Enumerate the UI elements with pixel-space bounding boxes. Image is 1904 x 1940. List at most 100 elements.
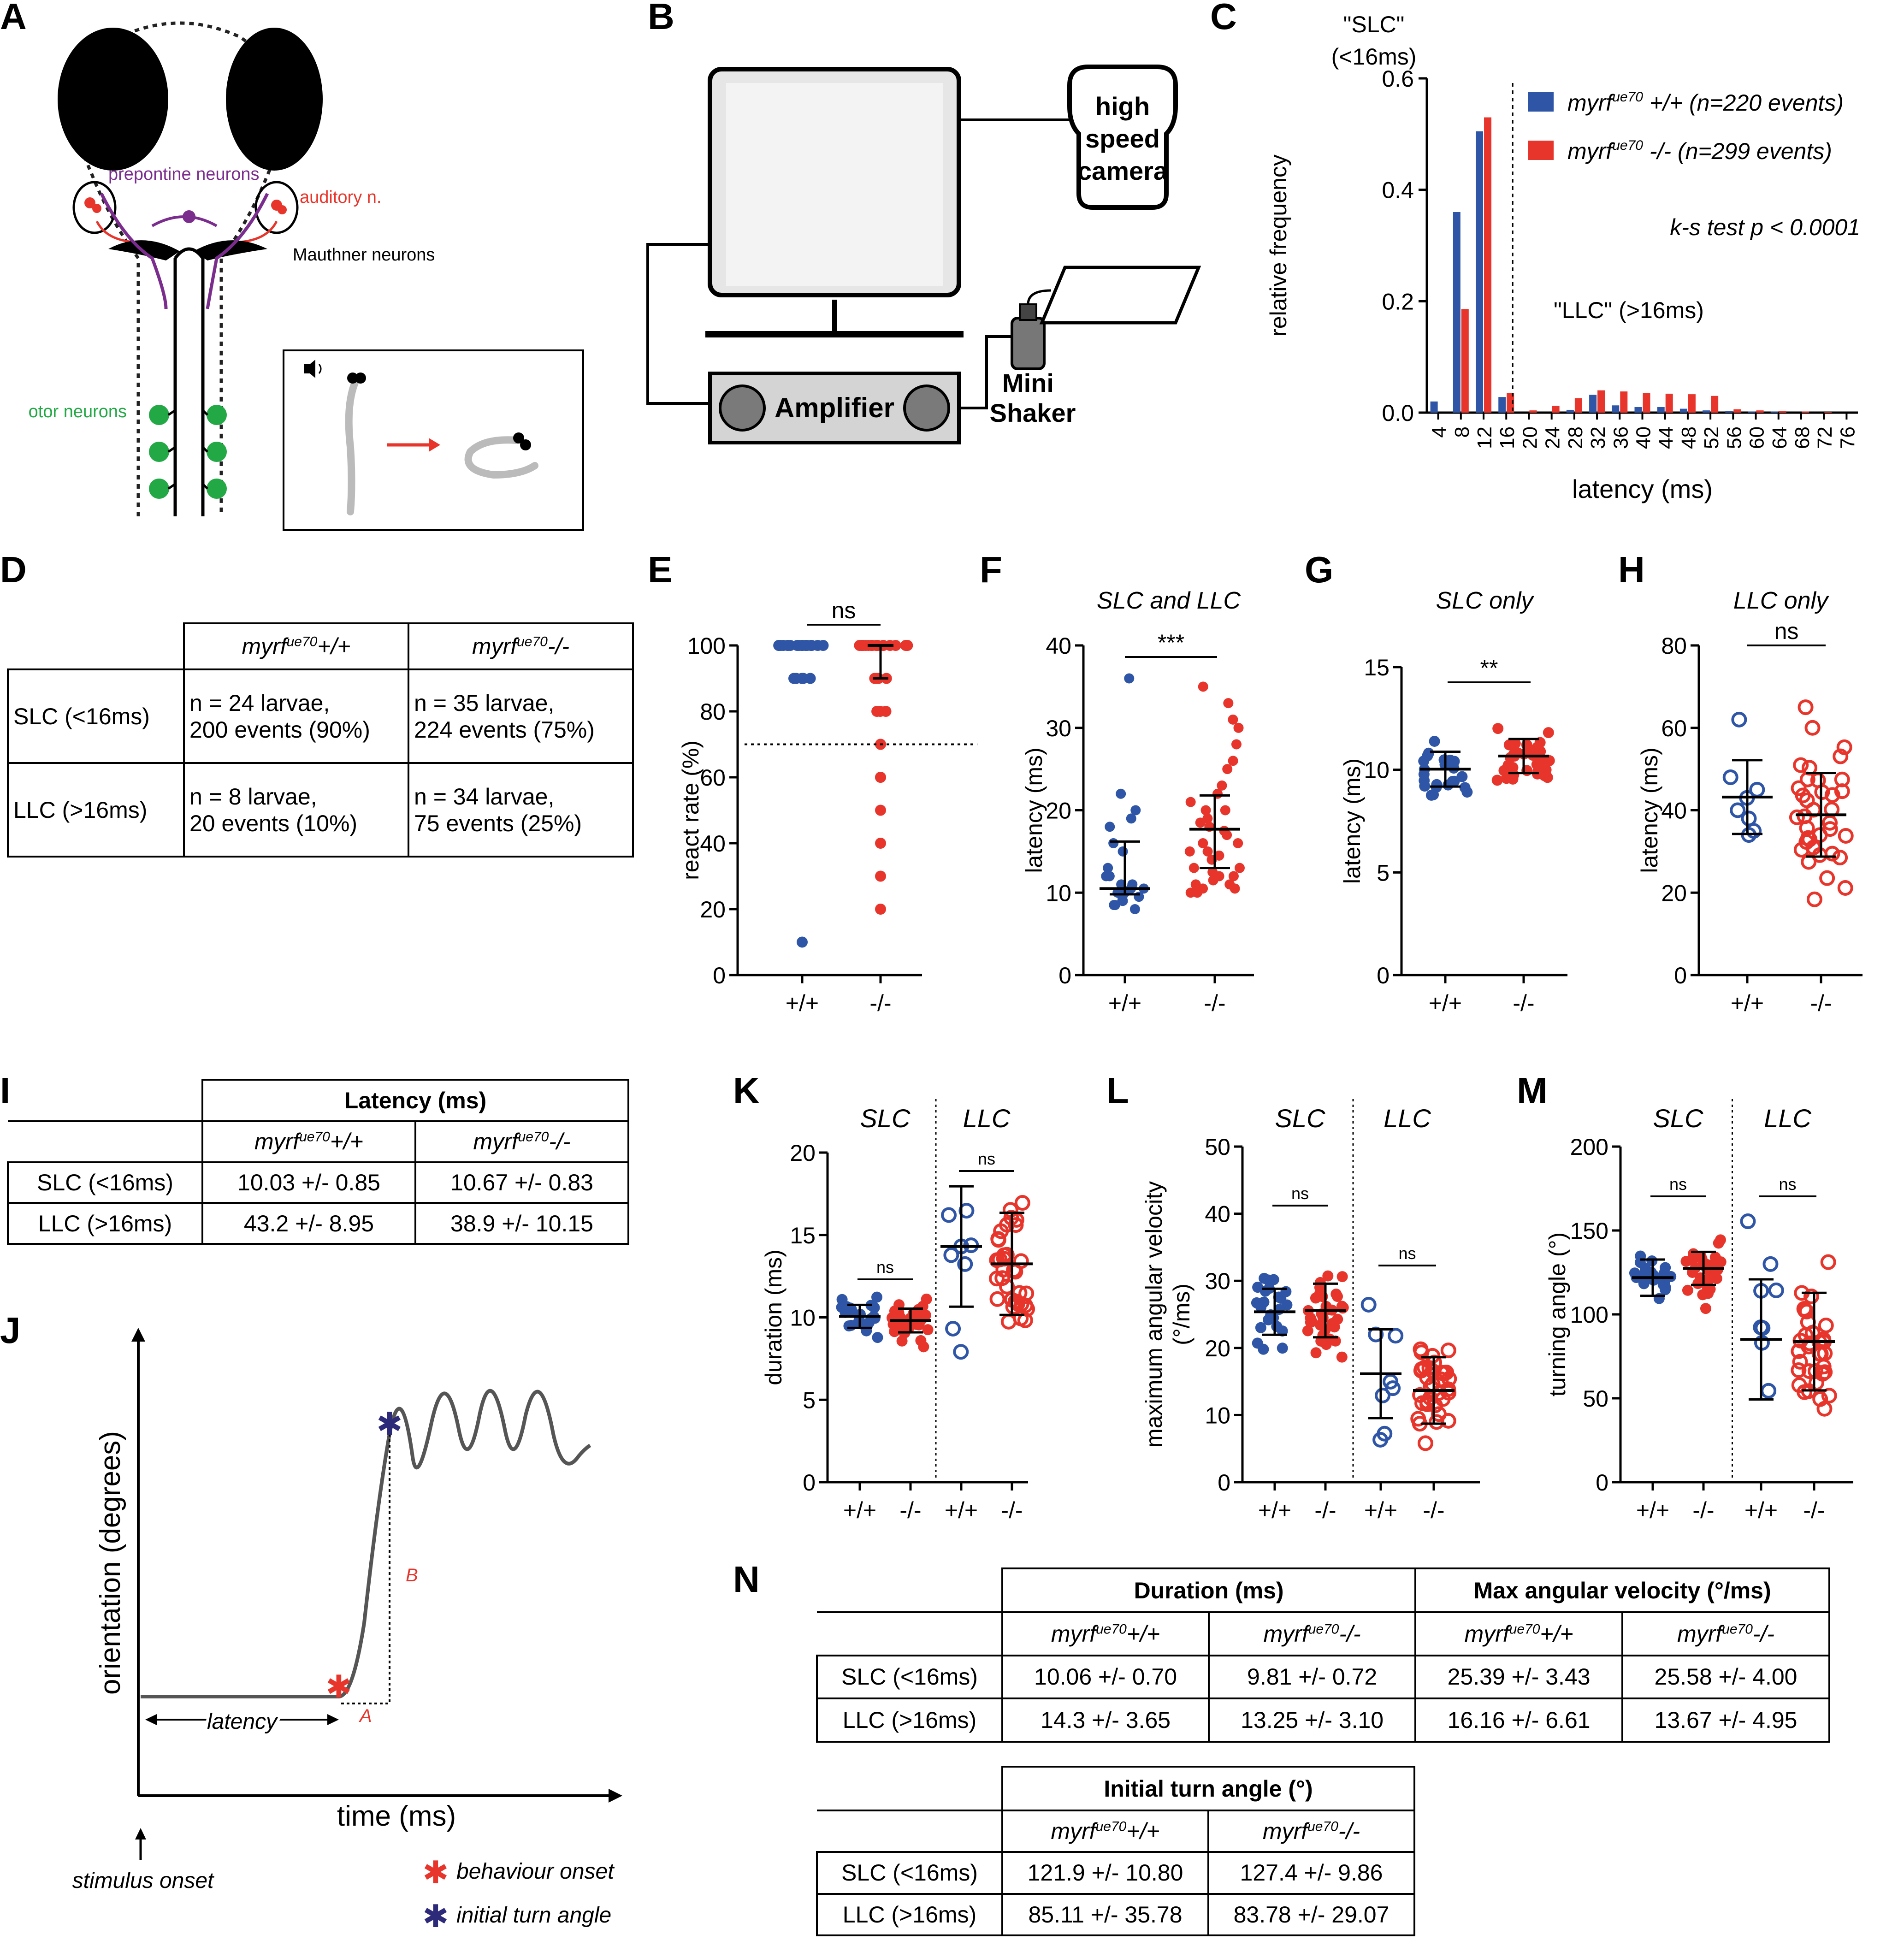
data-point bbox=[1801, 854, 1817, 870]
c-xtick: 32 bbox=[1587, 426, 1609, 449]
data-point bbox=[1799, 792, 1815, 808]
c-bar-wt bbox=[1430, 401, 1438, 413]
data-point bbox=[856, 640, 867, 651]
data-point bbox=[1801, 760, 1817, 776]
ytick: 40 bbox=[1046, 633, 1071, 659]
group-label: SLC bbox=[1275, 1104, 1325, 1133]
data-point bbox=[1791, 1343, 1807, 1359]
data-point bbox=[1731, 711, 1747, 728]
data-point bbox=[875, 838, 886, 849]
data-point bbox=[1715, 1234, 1726, 1246]
c-bar-mut bbox=[1733, 409, 1741, 413]
ytick: 80 bbox=[1661, 633, 1687, 659]
c-bar-wt bbox=[1589, 395, 1597, 413]
table-d: myrfue70+/+ myrfue70-/- SLC (<16ms) n = … bbox=[7, 622, 634, 858]
c-bar-mut bbox=[1801, 411, 1809, 413]
data-point bbox=[1429, 735, 1440, 747]
ytick: 60 bbox=[1661, 716, 1687, 741]
data-point bbox=[989, 1271, 1005, 1287]
ytick: 200 bbox=[1570, 1134, 1608, 1160]
data-point bbox=[1819, 870, 1835, 886]
ylabel: turning angle (°) bbox=[1544, 1232, 1570, 1396]
data-point bbox=[1368, 1326, 1384, 1343]
ytick: 0 bbox=[1674, 963, 1687, 988]
data-point bbox=[1543, 755, 1555, 766]
data-point bbox=[1817, 1364, 1833, 1380]
panel-h-chart: 0 20 40 60 80 latency (ms) LLC only +/+ -/- ns bbox=[1637, 587, 1863, 1016]
chart-title: SLC and LLC bbox=[1097, 587, 1241, 614]
c-bar-wt bbox=[1634, 407, 1642, 413]
slc-annotation-2: (<16ms) bbox=[1331, 44, 1417, 70]
xtick: +/+ bbox=[1744, 1497, 1778, 1521]
data-point bbox=[1803, 1288, 1819, 1304]
data-point bbox=[993, 1223, 1009, 1239]
data-point bbox=[1233, 838, 1243, 848]
data-point bbox=[1688, 1248, 1699, 1260]
c-xtick: 44 bbox=[1655, 426, 1678, 449]
sig-label: ns bbox=[1774, 618, 1799, 644]
data-point bbox=[1682, 1284, 1693, 1296]
sig-label: *** bbox=[1158, 630, 1184, 656]
data-point bbox=[1799, 820, 1815, 836]
c-bar-wt bbox=[1703, 410, 1710, 413]
c-bar-wt bbox=[1498, 397, 1506, 413]
data-point bbox=[1252, 1337, 1263, 1349]
ytick: 0 bbox=[1218, 1470, 1230, 1496]
data-point bbox=[1184, 846, 1195, 857]
j-xlabel: time (ms) bbox=[337, 1800, 456, 1832]
table-i-row-label: SLC (<16ms) bbox=[7, 1161, 203, 1204]
c-bar-wt bbox=[1748, 411, 1756, 413]
legend-mut: myrfue70 -/- (n=299 events) bbox=[1567, 138, 1832, 164]
data-point bbox=[1273, 1291, 1284, 1303]
c-bar-wt bbox=[1725, 411, 1733, 413]
data-point bbox=[1791, 1362, 1807, 1378]
mauthner-label: Mauthner neurons bbox=[293, 245, 435, 265]
group-label: SLC bbox=[860, 1104, 911, 1133]
data-point bbox=[892, 1307, 903, 1319]
data-point bbox=[1385, 1380, 1401, 1396]
table-n-row-label: SLC (<16ms) bbox=[816, 1654, 1003, 1700]
c-xtick: 76 bbox=[1836, 426, 1859, 449]
ylabel: maximum angular velocity bbox=[1141, 1181, 1167, 1448]
well-plate-icon bbox=[1039, 266, 1201, 325]
data-point bbox=[1222, 764, 1233, 775]
shaker-icon bbox=[1011, 317, 1046, 370]
data-point bbox=[1105, 822, 1115, 832]
ytick: 0 bbox=[1058, 963, 1071, 988]
data-point bbox=[1017, 1312, 1033, 1328]
ytick: 10 bbox=[790, 1305, 816, 1331]
data-point bbox=[889, 1326, 900, 1337]
table-n-velocity-title: Max angular velocity (°/ms) bbox=[1414, 1567, 1830, 1613]
c-bar-wt bbox=[1453, 212, 1461, 413]
ytick: 10 bbox=[1364, 757, 1390, 783]
ytick: 10 bbox=[1205, 1402, 1230, 1428]
group-label: LLC bbox=[963, 1104, 1011, 1133]
auditory-label: auditory n. bbox=[300, 188, 381, 207]
ytick: 80 bbox=[700, 699, 726, 725]
prepontine-label: prepontine neurons bbox=[108, 165, 259, 184]
xtick: -/- bbox=[1803, 1497, 1825, 1521]
data-point bbox=[777, 640, 789, 651]
c-xtick: 40 bbox=[1632, 426, 1655, 449]
panel-letter-d: D bbox=[0, 549, 27, 590]
data-point bbox=[872, 1332, 883, 1343]
xtick: -/- bbox=[899, 1497, 921, 1521]
ytick: 100 bbox=[1570, 1302, 1608, 1328]
data-point bbox=[1228, 714, 1238, 725]
data-point bbox=[1317, 1330, 1329, 1341]
data-point bbox=[1740, 1213, 1756, 1230]
data-point bbox=[1129, 904, 1140, 914]
data-point bbox=[1198, 838, 1208, 848]
data-point bbox=[1818, 1318, 1834, 1334]
sig-label: ns bbox=[832, 597, 856, 623]
sig-label: ** bbox=[1480, 655, 1498, 681]
sig-label: ns bbox=[1669, 1175, 1687, 1194]
table-i-row-label: LLC (>16ms) bbox=[7, 1202, 203, 1245]
group-label: LLC bbox=[1384, 1104, 1431, 1133]
ytick: 40 bbox=[1205, 1201, 1230, 1227]
ylabel: latency (ms) bbox=[1339, 758, 1365, 884]
data-point bbox=[1007, 1264, 1023, 1280]
llc-annotation: "LLC" (>16ms) bbox=[1554, 297, 1704, 323]
c-xtick: 52 bbox=[1700, 426, 1723, 449]
data-point bbox=[943, 1247, 959, 1263]
